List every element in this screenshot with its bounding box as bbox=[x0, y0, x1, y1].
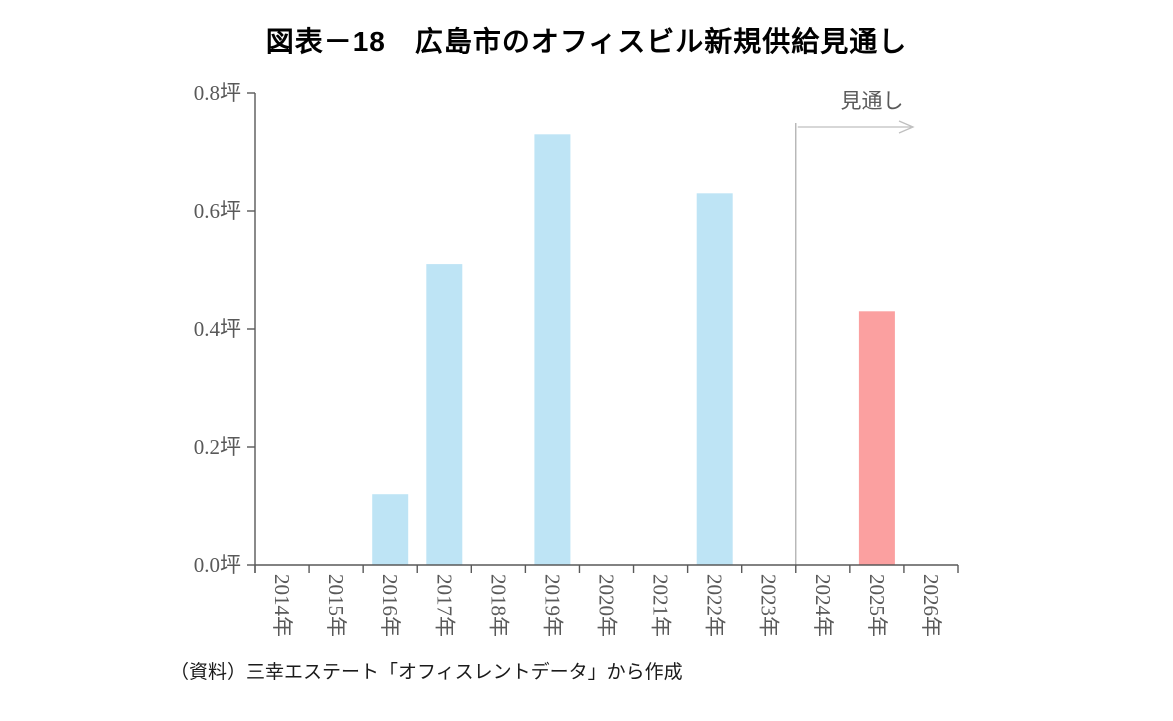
x-category-label-2020年: 2020年 bbox=[595, 574, 619, 637]
x-category-label-2017年: 2017年 bbox=[432, 574, 456, 637]
y-tick-label-0.2坪: 0.2坪 bbox=[194, 435, 241, 459]
x-category-label-2026年: 2026年 bbox=[919, 574, 943, 637]
chart-title: 図表－18 広島市のオフィスビル新規供給見通し bbox=[265, 26, 908, 57]
y-tick-label-0.8坪: 0.8坪 bbox=[194, 81, 241, 105]
x-category-label-2019年: 2019年 bbox=[540, 574, 564, 637]
bar-2019年 bbox=[534, 134, 571, 566]
x-category-label-2015年: 2015年 bbox=[324, 574, 348, 637]
forecast-arrow-head bbox=[898, 120, 915, 134]
y-tick-label-0.4坪: 0.4坪 bbox=[194, 317, 241, 341]
x-category-label-2016年: 2016年 bbox=[378, 574, 402, 637]
bar-2017年 bbox=[426, 264, 463, 565]
x-category-label-2024年: 2024年 bbox=[811, 574, 835, 637]
y-tick-label-0.6坪: 0.6坪 bbox=[194, 199, 241, 223]
bar-2016年 bbox=[372, 494, 409, 565]
x-category-label-2014年: 2014年 bbox=[270, 574, 294, 637]
forecast-label: 見通し bbox=[841, 90, 904, 113]
x-category-label-2022年: 2022年 bbox=[703, 574, 727, 637]
y-tick-label-0.0坪: 0.0坪 bbox=[194, 553, 241, 577]
x-category-label-2021年: 2021年 bbox=[649, 574, 673, 637]
source-note: （資料）三幸エステート「オフィスレントデータ」から作成 bbox=[170, 662, 683, 683]
bar-2025年 bbox=[858, 311, 895, 565]
bar-2022年 bbox=[696, 193, 733, 566]
x-category-label-2025年: 2025年 bbox=[865, 574, 889, 637]
x-category-label-2018年: 2018年 bbox=[486, 574, 510, 637]
x-category-label-2023年: 2023年 bbox=[757, 574, 781, 637]
